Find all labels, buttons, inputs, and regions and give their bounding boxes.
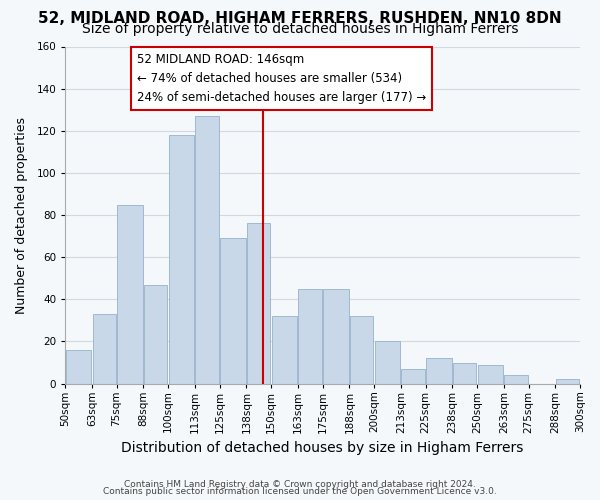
Bar <box>272 316 297 384</box>
Bar <box>401 369 425 384</box>
Bar <box>505 375 528 384</box>
Bar <box>556 380 580 384</box>
Text: Contains public sector information licensed under the Open Government Licence v3: Contains public sector information licen… <box>103 487 497 496</box>
Bar <box>323 289 349 384</box>
Bar <box>169 135 194 384</box>
Bar <box>453 362 476 384</box>
Text: 52 MIDLAND ROAD: 146sqm
← 74% of detached houses are smaller (534)
24% of semi-d: 52 MIDLAND ROAD: 146sqm ← 74% of detache… <box>137 53 427 104</box>
Bar <box>247 224 271 384</box>
Bar <box>144 284 167 384</box>
Bar <box>196 116 219 384</box>
Bar <box>298 289 322 384</box>
Text: 52, MIDLAND ROAD, HIGHAM FERRERS, RUSHDEN, NN10 8DN: 52, MIDLAND ROAD, HIGHAM FERRERS, RUSHDE… <box>38 11 562 26</box>
Y-axis label: Number of detached properties: Number of detached properties <box>15 116 28 314</box>
Bar <box>350 316 373 384</box>
Bar <box>220 238 246 384</box>
Bar <box>374 342 400 384</box>
Bar <box>478 364 503 384</box>
Bar <box>66 350 91 384</box>
X-axis label: Distribution of detached houses by size in Higham Ferrers: Distribution of detached houses by size … <box>121 441 524 455</box>
Bar <box>426 358 452 384</box>
Bar <box>117 204 143 384</box>
Text: Contains HM Land Registry data © Crown copyright and database right 2024.: Contains HM Land Registry data © Crown c… <box>124 480 476 489</box>
Text: Size of property relative to detached houses in Higham Ferrers: Size of property relative to detached ho… <box>82 22 518 36</box>
Bar <box>92 314 116 384</box>
